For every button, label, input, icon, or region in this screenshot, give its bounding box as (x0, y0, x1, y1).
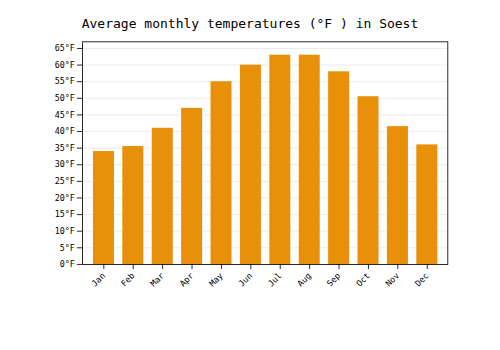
svg-text:Aug: Aug (295, 271, 313, 289)
svg-text:Apr: Apr (178, 271, 196, 289)
svg-text:60°F: 60°F (55, 60, 75, 70)
svg-text:25°F: 25°F (55, 176, 75, 186)
svg-text:65°F: 65°F (55, 43, 75, 53)
svg-text:20°F: 20°F (55, 193, 75, 203)
svg-text:Jun: Jun (236, 271, 254, 289)
svg-text:Jul: Jul (266, 271, 284, 289)
svg-text:10°F: 10°F (55, 226, 75, 236)
svg-text:5°F: 5°F (60, 242, 75, 252)
svg-text:0°F: 0°F (60, 259, 75, 269)
svg-text:Jan: Jan (89, 271, 107, 289)
html-text:Average monthly temperatures (: Average monthly temperatures (°F ) in So… (81, 16, 419, 31)
svg-text:30°F: 30°F (55, 159, 75, 169)
svg-text:55°F: 55°F (55, 76, 75, 86)
svg-text:45°F: 45°F (55, 110, 75, 120)
svg-text:40°F: 40°F (55, 126, 75, 136)
svg-text:15°F: 15°F (55, 209, 75, 219)
svg-text:Dec: Dec (413, 271, 431, 289)
svg-text:Nov: Nov (383, 271, 401, 289)
svg-text:Feb: Feb (119, 271, 137, 289)
svg-text:Mar: Mar (148, 271, 166, 289)
svg-text:Oct: Oct (354, 271, 372, 289)
svg-text:50°F: 50°F (55, 93, 75, 103)
svg-text:35°F: 35°F (55, 143, 75, 153)
svg-text:May: May (207, 271, 225, 289)
svg-text:Sep: Sep (325, 271, 343, 289)
